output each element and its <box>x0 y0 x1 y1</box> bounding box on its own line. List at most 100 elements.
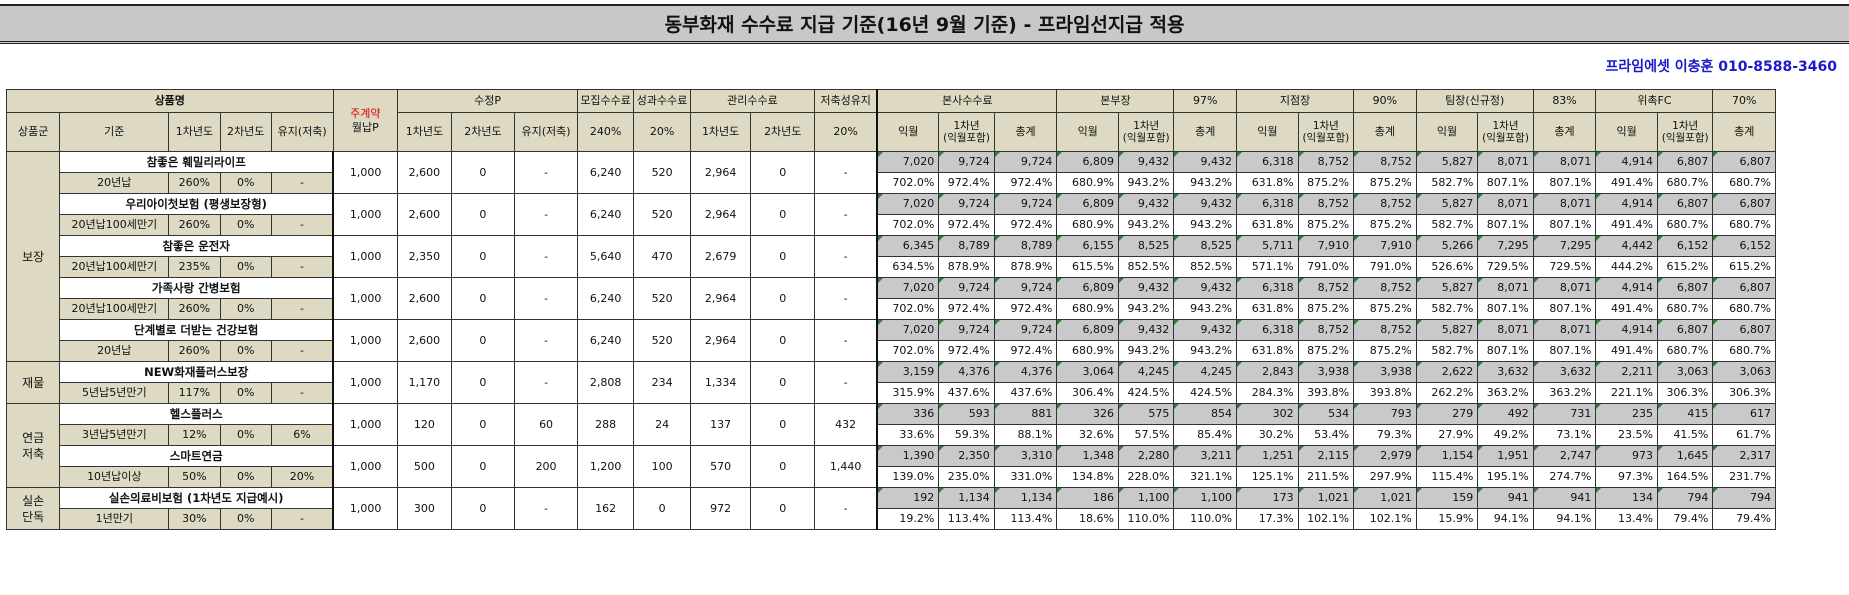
cell-value: 6,809 <box>1082 155 1114 168</box>
cell-marker <box>1174 362 1180 367</box>
cell-marker <box>1534 404 1539 409</box>
amount-cell: 9,724 <box>993 193 1058 215</box>
product-y2: 0% <box>219 382 272 404</box>
amount-cell: 6,152 <box>1656 235 1714 257</box>
cell-value: 4,376 <box>1020 365 1053 378</box>
sujeong-y1: 2,350 <box>397 235 452 278</box>
percent-cell: 274.7% <box>1532 466 1597 488</box>
table-row: 1년만기 30% 0% -19.2% 113.4% 113.4% 18.6% 110.0% 11… <box>7 508 1844 530</box>
header-seonggwa-rate: 20% <box>633 112 691 152</box>
cell-value: 617 <box>1750 407 1772 420</box>
cell-marker <box>939 488 945 493</box>
product-y2: 0% <box>219 508 272 530</box>
cell-marker <box>1596 194 1602 199</box>
sujeong-keep: 60 <box>514 403 578 446</box>
cell-value: 8,752 <box>1380 281 1412 294</box>
amount-cell: 1,134 <box>993 487 1058 509</box>
header-group-rate: 97% <box>1173 89 1238 113</box>
cell-marker <box>1174 152 1180 157</box>
cell-marker <box>1237 236 1243 241</box>
percent-cell: 807.1% <box>1477 172 1534 194</box>
sujeong-y1: 2,600 <box>397 151 452 194</box>
header-y1: 1차년도 <box>168 112 221 152</box>
cell-value: 9,724 <box>1020 323 1053 336</box>
cell-value: 9,724 <box>958 323 990 336</box>
cell-value: 415 <box>1687 407 1709 420</box>
amount-cell: 9,432 <box>1117 193 1175 215</box>
cell-value: 326 <box>1092 407 1114 420</box>
product-basis: 20년납 <box>59 340 170 362</box>
percent-cell: 491.4% <box>1595 298 1658 320</box>
cell-marker <box>1478 488 1484 493</box>
product-name: NEW화재플러스보장 <box>59 361 334 383</box>
percent-cell: 943.2% <box>1117 298 1175 320</box>
amount-cell: 3,211 <box>1173 445 1238 467</box>
gwanri-y2: 0 <box>750 403 816 446</box>
mojib-fee: 2,808 <box>576 361 635 404</box>
gwanri-y1: 2,679 <box>689 235 752 278</box>
cell-marker <box>1534 278 1539 283</box>
percent-cell: 228.0% <box>1117 466 1175 488</box>
amount-cell: 9,724 <box>938 277 995 299</box>
amount-cell: 794 <box>1656 487 1714 509</box>
cell-marker <box>1534 446 1539 451</box>
cell-value: 4,914 <box>1621 323 1653 336</box>
amount-cell: 9,432 <box>1173 277 1238 299</box>
percent-cell: 680.7% <box>1712 340 1777 362</box>
cell-value: 3,310 <box>1020 449 1053 462</box>
cell-value: 6,152 <box>1676 239 1709 252</box>
cell-value: 6,807 <box>1739 155 1772 168</box>
jeochuk-keep: - <box>814 361 878 404</box>
cell-marker <box>995 320 1000 325</box>
percent-cell: 972.4% <box>993 172 1058 194</box>
cell-value: 1,951 <box>1497 449 1529 462</box>
cell-marker <box>1354 152 1360 157</box>
amount-cell: 534 <box>1297 403 1355 425</box>
amount-cell: 6,807 <box>1656 319 1714 341</box>
category-label: 실손 단독 <box>5 487 61 530</box>
header-keep: 유지(저축) <box>270 112 334 152</box>
header-gwanri: 관리수수료 <box>689 89 816 113</box>
cell-value: 3,063 <box>1739 365 1772 378</box>
amount-cell: 4,376 <box>993 361 1058 383</box>
amount-cell: 3,938 <box>1353 361 1417 383</box>
product-name: 가족사랑 간병보험 <box>59 277 334 299</box>
gwanri-y2: 0 <box>750 445 816 488</box>
amount-cell: 8,752 <box>1353 277 1417 299</box>
cell-value: 575 <box>1148 407 1170 420</box>
product-basis: 1년만기 <box>59 508 170 530</box>
product-name: 우리아이첫보험 (평생보장형) <box>59 193 334 215</box>
product-name: 헬스플러스 <box>59 403 334 425</box>
cell-marker <box>1299 446 1304 451</box>
percent-cell: 807.1% <box>1477 298 1534 320</box>
monthly-premium: 1,000 <box>332 445 399 488</box>
amount-cell: 9,432 <box>1117 277 1175 299</box>
seonggwa-fee: 234 <box>633 361 691 404</box>
product-y1: 260% <box>168 298 221 320</box>
percent-cell: 807.1% <box>1477 340 1534 362</box>
percent-cell: 15.9% <box>1415 508 1479 530</box>
cell-marker <box>1119 488 1124 493</box>
cell-marker <box>1713 236 1719 241</box>
cell-marker <box>1658 320 1663 325</box>
cell-value: 9,432 <box>1137 155 1170 168</box>
table-row: 20년납100세만기 260% 0% -702.0% 972.4% 972.4% 680.9… <box>7 298 1844 320</box>
sujeong-y2: 0 <box>450 487 516 530</box>
amount-cell: 6,807 <box>1712 193 1777 215</box>
amount-cell: 3,632 <box>1532 361 1597 383</box>
percent-cell: 61.7% <box>1712 424 1777 446</box>
cell-marker <box>939 404 945 409</box>
percent-cell: 972.4% <box>993 214 1058 236</box>
amount-cell: 6,152 <box>1712 235 1777 257</box>
cell-marker <box>1237 404 1243 409</box>
percent-cell: 221.1% <box>1595 382 1658 404</box>
percent-cell: 807.1% <box>1532 298 1597 320</box>
amount-cell: 1,251 <box>1236 445 1299 467</box>
percent-cell: 110.0% <box>1173 508 1238 530</box>
percent-cell: 582.7% <box>1415 172 1479 194</box>
cell-value: 8,752 <box>1380 197 1412 210</box>
table-row: 단계별로 더받는 건강보험 1,000 2,600 0-6,240 520 2,964 0-… <box>7 319 1844 362</box>
percent-cell: 19.2% <box>876 508 940 530</box>
cell-value: 9,724 <box>958 281 990 294</box>
cell-marker <box>1478 194 1484 199</box>
